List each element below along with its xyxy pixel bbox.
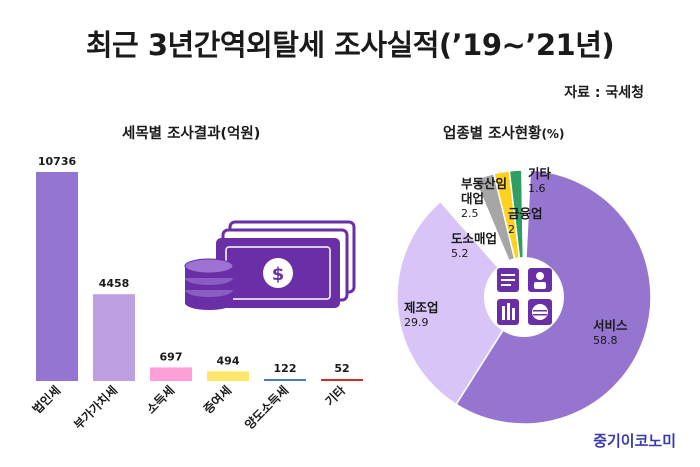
- bar-0: [36, 172, 78, 381]
- pie-label: 금융업: [508, 206, 543, 221]
- bar-category-label: 증여세: [200, 383, 234, 417]
- bar-5: [321, 379, 363, 381]
- pie-value: 2.5: [461, 207, 479, 220]
- bar-category-label: 양도소득세: [241, 383, 291, 433]
- pie-value: 1.6: [528, 182, 546, 195]
- bar-category-label: 기타: [322, 383, 348, 409]
- pie-label: 도소매업: [451, 231, 497, 246]
- bar-value-label: 494: [217, 354, 240, 367]
- pie-value: 58.8: [593, 334, 618, 347]
- bar-value-label: 122: [274, 362, 297, 375]
- bar-1: [93, 294, 135, 381]
- business-icon: [487, 260, 561, 334]
- money-icon: $: [184, 220, 356, 310]
- pie-chart-unit: (%): [541, 127, 565, 141]
- bar-2: [150, 367, 192, 381]
- bar-value-label: 52: [334, 362, 349, 375]
- pie-chart-title: 업종별 조사현황: [443, 126, 542, 142]
- pie-label: 제조업: [404, 300, 439, 315]
- bar-value-label: 4458: [99, 277, 130, 290]
- pie-chart-title-wrap: 업종별 조사현황(%): [443, 122, 564, 143]
- bar-category-label: 소득세: [143, 383, 177, 417]
- svg-text:$: $: [272, 264, 285, 285]
- pie-value: 5.2: [451, 247, 469, 260]
- bar-chart-title: 세목별 조사결과(억원): [122, 126, 261, 142]
- pie-value: 29.9: [404, 316, 429, 329]
- pie-label: 기타: [528, 166, 552, 181]
- source-label: 자료 : 국세청: [564, 85, 644, 101]
- bar-value-label: 697: [160, 350, 183, 363]
- bar-category-label: 법인세: [29, 383, 63, 417]
- brand-logo: 중기이코노미: [593, 432, 676, 450]
- bar-value-label: 10736: [38, 155, 77, 168]
- pie-slice-1: [396, 200, 525, 406]
- bar-3: [207, 371, 249, 381]
- page-title: 최근 3년간역외탈세 조사실적(’19~’21년): [85, 28, 615, 62]
- bar-4: [264, 379, 306, 381]
- pie-value: 2: [508, 223, 515, 236]
- bar-category-label: 부가가치세: [70, 383, 120, 433]
- pie-label: 대업: [461, 191, 484, 206]
- pie-label: 부동산임: [461, 176, 507, 191]
- pie-label: 서비스: [593, 318, 628, 333]
